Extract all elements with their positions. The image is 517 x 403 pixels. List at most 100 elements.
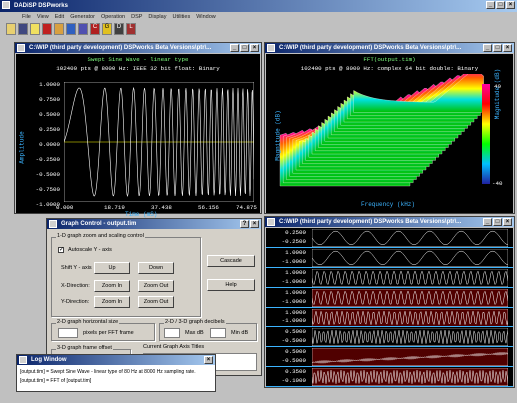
row-min-tick: -0.5000 <box>281 357 306 365</box>
close-button[interactable]: × <box>250 44 259 52</box>
y-tick: 1.0000 <box>39 81 60 88</box>
copy-icon[interactable] <box>42 23 52 35</box>
fft-titlebar[interactable]: C:\WIP (third party development) DSPwork… <box>265 43 514 53</box>
app-titlebar: DADiSP DSPworks _ □ × <box>0 0 517 12</box>
y-tick: 0.7500 <box>39 96 60 103</box>
group-label: 1-D graph zoom and scaling control <box>56 233 145 239</box>
minimize-button[interactable]: _ <box>486 1 495 9</box>
row-max-tick: 1.0000 <box>285 288 306 296</box>
trace-signal <box>312 328 508 347</box>
close-button[interactable]: × <box>503 44 512 52</box>
row-min-tick: -1.0000 <box>281 257 306 265</box>
log-window[interactable]: Log Window × [output.tim] = Swept Sine W… <box>16 354 216 392</box>
tool-g-icon[interactable]: G <box>102 23 112 35</box>
close-button[interactable]: × <box>503 218 512 226</box>
tool-d-icon[interactable]: D <box>114 23 124 35</box>
cascade-button[interactable]: Cascade <box>207 255 255 267</box>
fft-waterfall-plot[interactable]: FFT(output.tim) 102400 pts @ 8000 Hz: co… <box>266 54 513 213</box>
trace-row: 0.5000 -0.5000 <box>266 327 513 348</box>
trace-row: 1.0000 -1.0000 <box>266 248 513 268</box>
up-button[interactable]: Up <box>94 262 130 274</box>
menu-view[interactable]: View <box>36 14 49 20</box>
y-tick: -0.7500 <box>35 186 60 193</box>
menu-display[interactable]: Display <box>148 14 167 20</box>
tool-c-icon[interactable]: C <box>90 23 100 35</box>
max-db-label: Max dB <box>184 330 205 336</box>
trace-row: 1.0000 -1.0000 <box>266 288 513 308</box>
swept-sine-titlebar[interactable]: C:\WIP (third party development) DSPwork… <box>15 43 261 53</box>
help-icon[interactable]: ? <box>240 220 249 228</box>
x-zoom-in-button[interactable]: Zoom In <box>94 280 130 292</box>
window-icon <box>49 220 57 228</box>
close-button[interactable]: × <box>204 356 213 364</box>
plot-subtitle: 102400 pts @ 8000 Hz: IEEE 32 bit float:… <box>56 65 220 72</box>
trace-signal <box>312 368 508 386</box>
x-zoom-out-button[interactable]: Zoom Out <box>138 280 174 292</box>
menu-edit[interactable]: Edit <box>54 14 65 20</box>
y-zoom-out-button[interactable]: Zoom Out <box>138 296 174 308</box>
colorbar-tick: 40 <box>494 83 501 90</box>
trace-signal <box>312 348 508 367</box>
down-button[interactable]: Down <box>138 262 174 274</box>
zoom-group: 1-D graph zoom and scaling control ✓ Aut… <box>51 233 201 317</box>
dialog-titlebar[interactable]: Graph Control - output.tim ? × <box>47 219 261 229</box>
group-label: 3-D graph frame offset <box>56 345 113 351</box>
y-tick: 0.0000 <box>39 141 60 148</box>
trace-signal <box>312 308 508 327</box>
minimize-button[interactable]: _ <box>230 44 239 52</box>
trace-row: 1.0000 -1.0000 <box>266 308 513 328</box>
print-icon[interactable] <box>66 23 76 35</box>
y-tick: 0.5000 <box>39 111 60 118</box>
horizontal-size-group: 2-D graph horizontal size pixels per FFT… <box>51 319 155 341</box>
menu-operation[interactable]: Operation <box>100 14 126 20</box>
save-icon[interactable] <box>18 23 28 35</box>
max-db-field[interactable] <box>164 328 180 338</box>
maximize-button[interactable]: □ <box>240 44 249 52</box>
x-tick: 56.156 <box>198 204 219 211</box>
row-min-tick: -0.1000 <box>281 377 306 385</box>
menu-generator[interactable]: Generator <box>70 14 95 20</box>
minimize-button[interactable]: _ <box>483 218 492 226</box>
open-icon[interactable] <box>6 23 16 35</box>
fft-window[interactable]: C:\WIP (third party development) DSPwork… <box>264 42 515 214</box>
close-button[interactable]: × <box>506 1 515 9</box>
pixels-field[interactable] <box>58 328 78 338</box>
x-tick: 0.000 <box>56 204 74 211</box>
menu-utilities[interactable]: Utilities <box>172 14 191 20</box>
min-db-label: Min dB <box>230 330 250 336</box>
min-db-field[interactable] <box>210 328 226 338</box>
help-button[interactable]: Help <box>207 279 255 291</box>
menu-dsp[interactable]: DSP <box>131 14 143 20</box>
tool-l-icon[interactable]: L <box>126 23 136 35</box>
group-label: 2-D graph horizontal size <box>56 319 120 325</box>
autoscale-checkbox[interactable]: ✓ <box>58 247 65 253</box>
y-axis-label: Amplitude <box>18 131 26 164</box>
autoscale-label: Autoscale Y - axis <box>67 247 113 253</box>
plot-title: FFT(output.tim) <box>363 56 416 63</box>
multi-trace-window[interactable]: C:\WIP (third party development) DSPwork… <box>264 216 515 388</box>
paste-icon[interactable] <box>54 23 64 35</box>
trace-stack[interactable]: 0.2500 -0.2500 1.0000 -1.0000 1.0000 -1.0000 1… <box>266 228 513 387</box>
row-max-tick: 1.0000 <box>285 268 306 276</box>
decibels-group: 2-D / 3-D graph decibels Max dB Min dB <box>159 319 257 341</box>
minimize-button[interactable]: _ <box>483 44 492 52</box>
menu-file[interactable]: File <box>22 14 31 20</box>
help-icon[interactable] <box>78 23 88 35</box>
y-zoom-in-button[interactable]: Zoom In <box>94 296 130 308</box>
y-tick: -1.0000 <box>35 201 60 208</box>
window-icon <box>267 218 275 226</box>
multi-trace-titlebar[interactable]: C:\WIP (third party development) DSPwork… <box>265 217 514 227</box>
menu-window[interactable]: Window <box>196 14 216 20</box>
swept-sine-window[interactable]: C:\WIP (third party development) DSPwork… <box>14 42 262 218</box>
log-titlebar[interactable]: Log Window × <box>17 355 215 365</box>
cut-icon[interactable] <box>30 23 40 35</box>
close-button[interactable]: × <box>250 220 259 228</box>
maximize-button[interactable]: □ <box>493 44 502 52</box>
maximize-button[interactable]: □ <box>496 1 505 9</box>
colorbar <box>482 84 490 184</box>
graph-control-dialog[interactable]: Graph Control - output.tim ? × 1-D graph … <box>46 218 262 376</box>
swept-sine-plot[interactable]: Swept Sine Wave - linear type 102400 pts… <box>16 54 260 213</box>
maximize-button[interactable]: □ <box>493 218 502 226</box>
row-max-tick: 0.3500 <box>285 368 306 376</box>
app-icon <box>2 1 10 9</box>
